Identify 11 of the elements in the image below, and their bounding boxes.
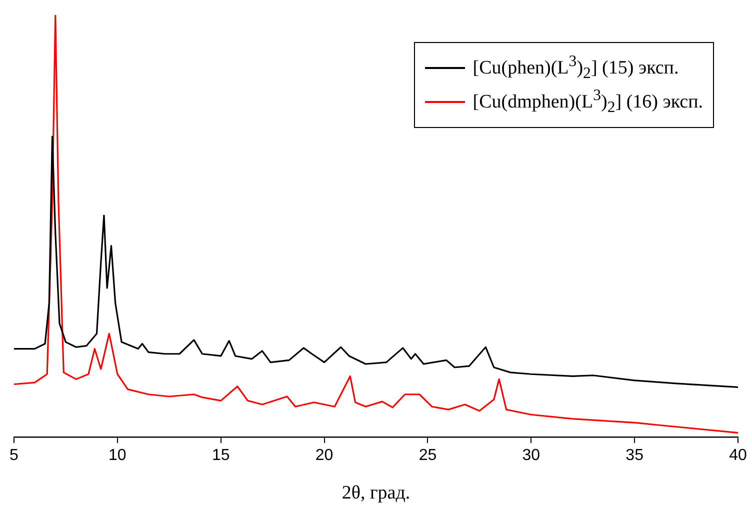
x-axis-title: 2θ, град. bbox=[342, 482, 410, 504]
x-tick-label: 25 bbox=[418, 447, 437, 464]
x-tick-label: 30 bbox=[522, 447, 540, 464]
x-tick-label: 5 bbox=[10, 447, 19, 464]
x-tick-label: 35 bbox=[626, 447, 644, 464]
legend-label: [Cu(dmphen)(L$^{3}$)$_{2}$] (16) эксп. bbox=[472, 87, 703, 118]
x-tick-label: 10 bbox=[108, 447, 126, 464]
x-tick-label: 40 bbox=[729, 447, 747, 464]
legend-label: [Cu(phen)(L$^{3}$)$_{2}$] (15) эксп. bbox=[472, 53, 679, 84]
x-tick-label: 15 bbox=[212, 447, 230, 464]
x-tick-label: 20 bbox=[315, 447, 334, 464]
